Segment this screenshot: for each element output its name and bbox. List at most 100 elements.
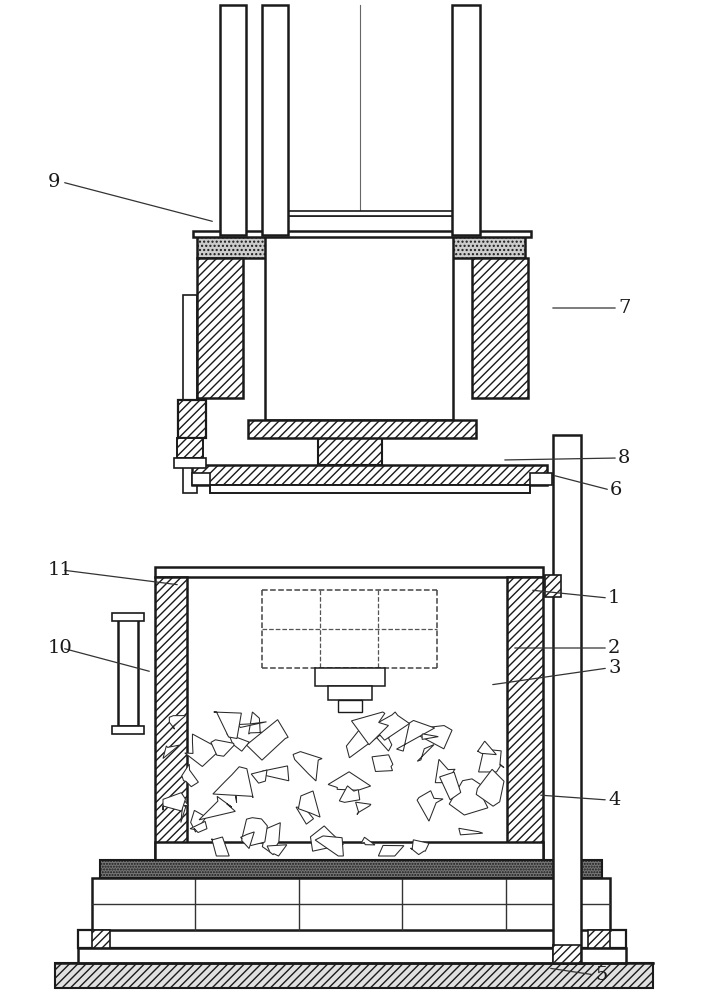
Polygon shape [256,823,280,853]
Polygon shape [482,750,504,768]
Polygon shape [227,734,249,751]
Polygon shape [379,845,404,856]
Polygon shape [479,749,501,772]
Polygon shape [298,791,320,817]
Text: 5: 5 [595,966,608,984]
Text: 4: 4 [608,791,621,809]
Bar [155,842,543,860]
Polygon shape [418,745,434,761]
Bar [545,575,561,597]
Polygon shape [213,767,253,798]
Polygon shape [372,712,410,740]
Polygon shape [375,735,392,751]
Text: 6: 6 [610,481,622,499]
Bar [265,211,453,216]
Bar [315,668,385,686]
Bar [248,420,476,438]
Polygon shape [476,769,504,806]
Text: 9: 9 [48,173,60,191]
Bar [210,485,530,493]
Polygon shape [378,727,387,731]
Polygon shape [356,802,371,814]
Text: 10: 10 [48,639,73,657]
Text: 2: 2 [608,639,621,657]
Bar [192,473,210,485]
Polygon shape [185,734,221,766]
Bar [318,437,382,465]
Polygon shape [199,796,235,820]
Polygon shape [296,807,313,824]
Polygon shape [211,740,234,756]
Polygon shape [163,793,186,811]
Bar [92,878,610,930]
Bar [197,258,243,398]
Polygon shape [248,712,262,734]
Text: 1: 1 [608,589,621,607]
Bar [452,5,480,235]
Text: 3: 3 [608,659,621,677]
Text: 8: 8 [618,449,631,467]
Polygon shape [246,720,288,760]
Bar [262,5,288,235]
Bar [178,400,206,438]
Bar [100,860,602,878]
Polygon shape [212,837,229,856]
Polygon shape [163,745,179,758]
Polygon shape [169,716,186,729]
Polygon shape [251,770,267,783]
Polygon shape [422,734,438,739]
Bar [220,5,246,235]
Polygon shape [408,726,452,749]
Bar [78,948,626,963]
Bar [553,435,581,963]
Bar [338,700,362,712]
Bar [328,420,372,438]
Polygon shape [372,755,393,771]
Bar [92,930,110,948]
Polygon shape [410,840,429,855]
Bar [118,618,138,726]
Polygon shape [263,766,289,781]
Bar [112,613,144,621]
Polygon shape [241,833,259,840]
Polygon shape [182,764,199,787]
Polygon shape [440,772,461,800]
Polygon shape [238,722,266,727]
Bar [265,215,453,420]
Polygon shape [267,845,287,856]
Bar [192,465,547,485]
Text: 7: 7 [618,299,631,317]
Bar [55,963,653,988]
Bar [553,945,581,963]
Polygon shape [351,712,389,745]
Polygon shape [397,720,435,751]
Polygon shape [190,821,207,833]
Polygon shape [339,786,360,802]
Bar [155,567,543,577]
Polygon shape [191,810,206,832]
Polygon shape [240,832,254,849]
Bar [174,458,206,468]
Bar [78,930,626,948]
Bar [183,295,197,493]
Bar [588,930,610,948]
Text: 11: 11 [48,561,73,579]
Polygon shape [328,772,371,790]
Polygon shape [181,799,189,823]
Polygon shape [346,726,382,758]
Polygon shape [310,826,343,851]
Polygon shape [417,791,443,821]
Bar [472,258,528,398]
Polygon shape [233,778,237,802]
Bar [507,577,543,860]
Bar [177,438,203,458]
Bar [530,473,552,485]
Polygon shape [361,837,375,845]
Bar [328,686,372,700]
Polygon shape [449,779,488,815]
Polygon shape [243,818,267,846]
Polygon shape [459,828,482,835]
Bar [112,726,144,734]
Polygon shape [477,741,496,755]
Polygon shape [293,752,322,781]
